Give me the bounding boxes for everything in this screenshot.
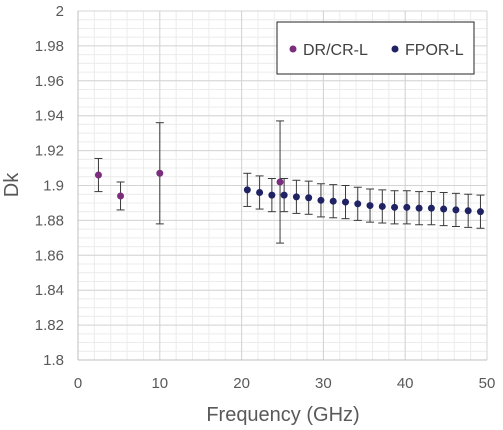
data-point <box>256 188 264 196</box>
data-point <box>452 206 460 214</box>
legend-label: DR/CR-L <box>303 42 368 59</box>
x-tick-label: 50 <box>479 375 496 392</box>
y-tick-label: 1.9 <box>43 178 64 195</box>
data-point <box>427 204 435 212</box>
data-point <box>94 171 102 179</box>
data-point <box>391 203 399 211</box>
data-point <box>156 169 164 177</box>
x-axis-title: Frequency (GHz) <box>206 404 359 426</box>
legend-box <box>276 21 475 75</box>
axes: 0 10 20 30 40 50 1.8 1.82 1.84 1.86 1.88 1.9 1.92 1.9… <box>35 3 496 392</box>
data-point <box>415 204 423 212</box>
data-point <box>280 191 288 199</box>
grid <box>77 10 488 361</box>
y-tick-label: 1.94 <box>35 108 64 125</box>
data-point <box>476 208 484 216</box>
data-point <box>305 194 313 202</box>
data-point <box>464 207 472 215</box>
legend-marker <box>289 45 297 53</box>
x-tick-label: 10 <box>151 375 168 392</box>
legend-label: FPOR-L <box>405 42 464 59</box>
y-tick-label: 1.92 <box>35 143 64 160</box>
data-point <box>243 186 251 194</box>
y-tick-label: 1.88 <box>35 212 64 229</box>
legend: DR/CR-L FPOR-L <box>276 21 475 75</box>
data-point <box>366 202 374 210</box>
data-point <box>292 193 300 201</box>
data-point <box>317 196 325 204</box>
x-tick-label: 20 <box>233 375 250 392</box>
x-tick-label: 30 <box>315 375 332 392</box>
data-point <box>354 200 362 208</box>
data-point <box>341 198 349 206</box>
legend-marker <box>391 45 399 53</box>
y-tick-label: 1.86 <box>35 247 64 264</box>
y-axis-title: Dk <box>1 172 23 197</box>
x-tick-label: 0 <box>74 375 82 392</box>
data-point <box>117 192 125 200</box>
y-tick-label: 2 <box>56 3 64 20</box>
x-tick-label: 40 <box>397 375 414 392</box>
series-1 <box>94 120 285 244</box>
data-point <box>329 197 337 205</box>
data-point <box>268 191 276 199</box>
y-tick-label: 1.96 <box>35 73 64 90</box>
data-point <box>403 203 411 211</box>
series-2 <box>243 172 485 229</box>
data-point <box>440 205 448 213</box>
y-tick-label: 1.84 <box>35 282 64 299</box>
data-point <box>276 178 284 186</box>
data-point <box>378 202 386 210</box>
y-tick-label: 1.82 <box>35 317 64 334</box>
y-tick-label: 1.98 <box>35 38 64 55</box>
series <box>94 120 485 244</box>
y-tick-label: 1.8 <box>43 352 64 369</box>
